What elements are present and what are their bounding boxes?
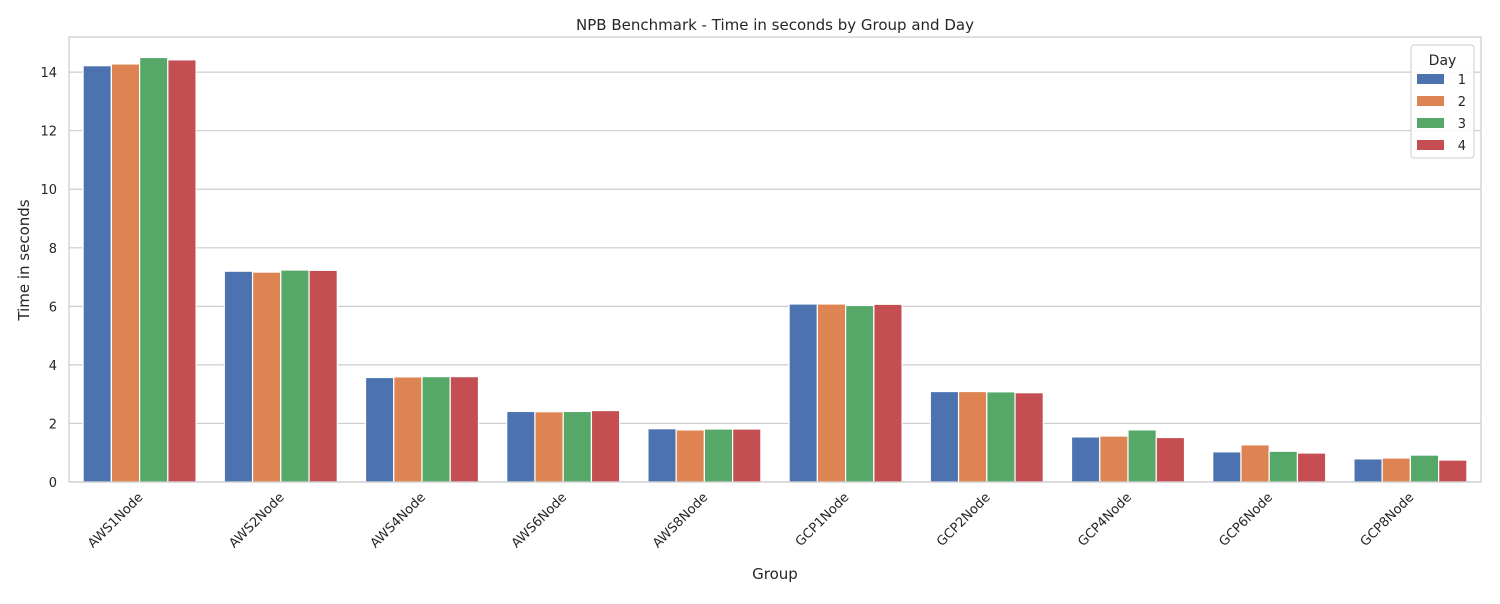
y-tick-label: 14 xyxy=(40,66,57,81)
bar-GCP4Node-day-3 xyxy=(1127,429,1157,483)
bar-GCP1Node-day-3 xyxy=(844,304,875,483)
y-tick-label: 2 xyxy=(49,417,57,432)
chart-title: NPB Benchmark - Time in seconds by Group… xyxy=(576,16,974,34)
bar-GCP2Node-day-1 xyxy=(929,390,960,483)
x-tick-label: AWS8Node xyxy=(650,490,711,551)
bar-AWS1Node-day-1 xyxy=(82,65,112,483)
bar-AWS4Node-day-3 xyxy=(421,376,451,483)
x-tick-label: AWS4Node xyxy=(368,490,429,551)
bar-GCP1Node-day-2 xyxy=(816,303,847,483)
x-tick-label: GCP8Node xyxy=(1358,490,1418,550)
bar-GCP4Node-day-1 xyxy=(1070,436,1101,483)
x-axis-label: Group xyxy=(752,565,798,583)
legend-label: 4 xyxy=(1458,139,1466,154)
bar-AWS1Node-day-4 xyxy=(167,59,197,483)
bar-GCP8Node-day-3 xyxy=(1409,454,1440,483)
bar-GCP6Node-day-1 xyxy=(1212,451,1242,483)
legend-label: 2 xyxy=(1458,95,1466,110)
bar-GCP6Node-day-3 xyxy=(1268,450,1299,483)
bar-GCP8Node-day-2 xyxy=(1381,457,1412,483)
bar-GCP4Node-day-2 xyxy=(1099,435,1129,483)
bars xyxy=(82,56,1468,483)
bar-AWS8Node-day-2 xyxy=(675,429,705,483)
bar-AWS8Node-day-4 xyxy=(732,428,762,483)
y-tick-label: 4 xyxy=(49,359,57,374)
bar-AWS1Node-day-3 xyxy=(139,56,169,483)
bar-GCP6Node-day-2 xyxy=(1240,444,1270,483)
x-tick-label: GCP4Node xyxy=(1075,490,1135,550)
bar-AWS8Node-day-3 xyxy=(703,428,734,483)
x-tick-labels: AWS1Node AWS2Node AWS4Node AWS6Node AWS8Node… xyxy=(85,490,1417,551)
bar-GCP1Node-day-4 xyxy=(873,303,903,483)
bar-AWS6Node-day-1 xyxy=(506,410,536,483)
y-tick-label: 10 xyxy=(40,183,57,198)
bar-AWS6Node-day-4 xyxy=(590,409,621,483)
x-tick-label: GCP1Node xyxy=(793,490,853,550)
legend-title: Day xyxy=(1429,53,1457,69)
bar-GCP6Node-day-4 xyxy=(1296,452,1327,483)
y-tick-label: 6 xyxy=(49,300,57,315)
x-tick-label: AWS2Node xyxy=(226,490,287,551)
bar-GCP1Node-day-1 xyxy=(788,303,818,483)
bar-AWS4Node-day-1 xyxy=(364,376,395,483)
bar-GCP4Node-day-4 xyxy=(1155,436,1186,483)
bar-GCP2Node-day-4 xyxy=(1014,392,1044,483)
bar-AWS4Node-day-4 xyxy=(449,376,480,483)
bar-GCP2Node-day-3 xyxy=(986,391,1016,483)
y-tick-label: 12 xyxy=(40,125,57,140)
x-tick-label: GCP2Node xyxy=(934,490,994,550)
bar-AWS2Node-day-2 xyxy=(251,271,282,483)
x-tick-label: AWS6Node xyxy=(509,490,570,551)
bar-GCP8Node-day-1 xyxy=(1353,458,1383,483)
legend-label: 1 xyxy=(1458,73,1466,88)
y-axis-label: Time in seconds xyxy=(15,199,33,321)
legend-swatch-day-1 xyxy=(1417,74,1444,84)
x-tick-label: AWS1Node xyxy=(85,490,146,551)
bar-AWS2Node-day-4 xyxy=(308,269,338,483)
bar-AWS2Node-day-3 xyxy=(280,269,310,483)
bar-AWS2Node-day-1 xyxy=(223,270,254,483)
y-tick-label: 8 xyxy=(49,242,57,257)
bar-AWS6Node-day-2 xyxy=(534,411,564,483)
legend-swatch-day-3 xyxy=(1417,118,1444,128)
plot-frame xyxy=(68,36,1482,483)
bar-GCP8Node-day-4 xyxy=(1438,459,1468,483)
legend-label: 3 xyxy=(1458,117,1466,132)
bar-AWS8Node-day-1 xyxy=(647,428,677,483)
legend-swatch-day-4 xyxy=(1417,140,1444,150)
bar-AWS4Node-day-2 xyxy=(393,376,423,483)
bar-AWS6Node-day-3 xyxy=(562,410,593,483)
y-tick-labels: 0 2 4 6 8 10 12 14 xyxy=(40,66,57,491)
bar-GCP2Node-day-2 xyxy=(957,390,988,483)
bar-AWS1Node-day-2 xyxy=(110,63,141,483)
legend-swatch-day-2 xyxy=(1417,96,1444,106)
y-tick-label: 0 xyxy=(49,476,57,491)
x-tick-label: GCP6Node xyxy=(1216,490,1276,550)
